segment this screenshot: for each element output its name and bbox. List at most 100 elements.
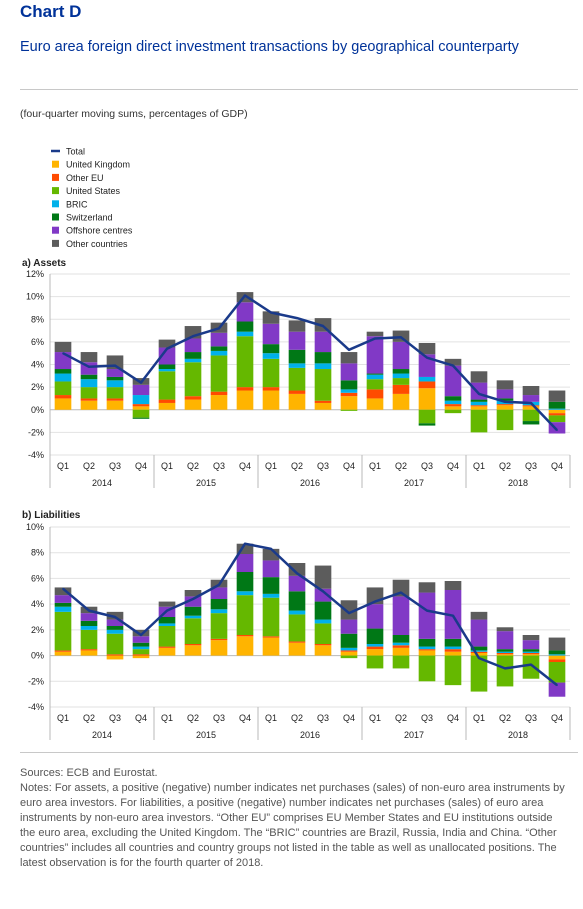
bar-bric [132, 395, 150, 405]
bar-other-countries [418, 343, 436, 355]
bar-offshore-centres [340, 363, 358, 381]
bar-other-eu [262, 387, 280, 391]
x-tick-label: Q1 [161, 713, 173, 723]
x-tick-label: Q4 [135, 461, 147, 471]
bar-united-states [158, 626, 176, 647]
x-tick-label: Q4 [551, 461, 563, 471]
bar-offshore-centres [470, 619, 488, 647]
total-line [62, 542, 558, 687]
bar-other-eu [236, 387, 254, 391]
bar-bric [106, 629, 124, 634]
bar-other-eu [548, 659, 566, 662]
y-tick-label: 2% [31, 382, 44, 392]
bar-other-eu [496, 404, 514, 406]
chart-title: Chart D [20, 2, 82, 21]
bar-bric [184, 615, 202, 619]
total-point [530, 663, 532, 666]
total-point [348, 348, 350, 351]
bar-offshore-centres [392, 341, 410, 370]
x-tick-label: Q3 [421, 461, 433, 471]
bar-other-eu [54, 395, 72, 399]
bar-other-eu [522, 653, 540, 655]
bar-united-states [80, 629, 98, 650]
bar-other-eu [54, 650, 72, 652]
bar-other-eu [418, 649, 436, 651]
bar-bric [366, 644, 384, 647]
x-tick-label: Q1 [265, 713, 277, 723]
bar-switzerland [80, 620, 98, 626]
bar-other-eu [314, 400, 332, 403]
bar-switzerland [366, 373, 384, 375]
bar-other-countries [288, 320, 306, 332]
bar-switzerland [158, 364, 176, 370]
bar-offshore-centres [470, 382, 488, 400]
bar-offshore-centres [314, 331, 332, 353]
bar-bric [418, 376, 436, 382]
bar-offshore-centres [106, 369, 124, 377]
total-point [504, 667, 506, 670]
bar-offshore-centres [548, 422, 566, 434]
legend-label-offshore-centres: Offshore centres [66, 226, 133, 236]
bar-other-eu [418, 381, 436, 389]
bar-other-eu [236, 635, 254, 637]
bar-united-kingdom [210, 395, 228, 410]
y-tick-label: 2% [31, 625, 44, 635]
legend-swatch-other-countries [52, 239, 59, 247]
bar-united-states [496, 655, 514, 687]
bar-offshore-centres [106, 619, 124, 626]
bar-other-eu [548, 413, 566, 416]
total-point [322, 590, 324, 593]
bar-united-kingdom [522, 406, 540, 410]
bar-united-states [262, 597, 280, 637]
bar-other-eu [210, 638, 228, 641]
total-point [296, 572, 298, 575]
legend-swatch-switzerland [52, 213, 59, 221]
total-point [478, 657, 480, 659]
y-tick-label: 8% [31, 548, 44, 558]
bar-bric [236, 331, 254, 337]
bar-united-states [444, 655, 462, 686]
bar-united-kingdom [158, 647, 176, 656]
bar-united-states [288, 614, 306, 642]
legend-label-switzerland: Switzerland [66, 213, 113, 223]
bar-switzerland [314, 601, 332, 620]
bar-other-countries [262, 548, 280, 561]
bar-bric [54, 373, 72, 382]
bar-united-kingdom [288, 642, 306, 656]
bar-offshore-centres [522, 640, 540, 650]
bar-bric [392, 373, 410, 379]
bar-switzerland [106, 626, 124, 630]
bar-united-states [340, 409, 358, 411]
bar-other-countries [314, 565, 332, 589]
bar-switzerland [496, 649, 514, 652]
x-tick-label: Q4 [343, 461, 355, 471]
total-point [244, 542, 246, 545]
y-tick-label: 10% [26, 292, 44, 302]
bar-switzerland [184, 606, 202, 616]
bar-other-eu [80, 649, 98, 651]
bar-united-states [392, 655, 410, 669]
bar-offshore-centres [236, 554, 254, 572]
y-tick-label: 6% [31, 337, 44, 347]
bar-united-states [54, 611, 72, 651]
bar-other-countries [522, 635, 540, 641]
bar-offshore-centres [496, 631, 514, 650]
bar-united-states [106, 633, 124, 655]
year-label: 2018 [508, 730, 528, 740]
bar-bric [288, 610, 306, 615]
legend: Total United Kingdom Other EU United States… [51, 147, 133, 249]
x-tick-label: Q3 [109, 713, 121, 723]
bar-other-countries [392, 579, 410, 597]
bar-united-kingdom [548, 655, 566, 660]
bar-united-kingdom [314, 402, 332, 410]
bar-bric [262, 353, 280, 359]
bar-united-states [314, 369, 332, 401]
bar-switzerland [392, 635, 410, 643]
x-tick-label: Q1 [369, 461, 381, 471]
bar-other-eu [106, 398, 124, 401]
x-tick-label: Q1 [265, 461, 277, 471]
bar-switzerland [314, 352, 332, 364]
bar-offshore-centres [132, 636, 150, 643]
x-tick-label: Q2 [499, 461, 511, 471]
title-divider [20, 89, 578, 90]
